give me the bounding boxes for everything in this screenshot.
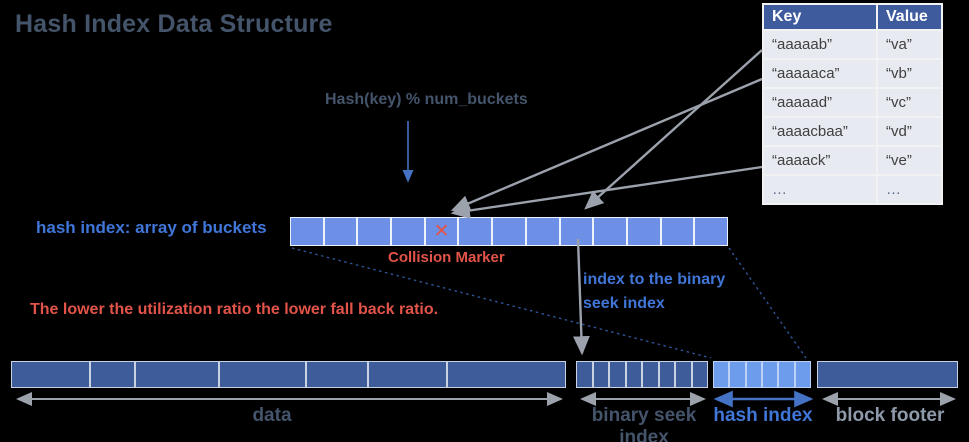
cell <box>11 361 90 388</box>
table-header: Key <box>762 3 878 31</box>
table-cell: “vb” <box>876 58 943 89</box>
index-note: index to the binary seek index <box>583 268 725 316</box>
key-aaaack-arrow <box>450 165 763 219</box>
hash-function-label: Hash(key) % num_buckets <box>325 91 528 108</box>
cell <box>357 217 392 246</box>
table-header: Value <box>876 3 943 31</box>
collision-marker-label: Collision Marker <box>388 249 505 266</box>
table-row: “aaaack” “ve” <box>762 145 943 176</box>
table-cell: “vd” <box>876 116 943 147</box>
cell <box>713 361 730 388</box>
cell <box>306 361 368 388</box>
cell <box>447 361 566 388</box>
cell <box>625 361 642 388</box>
cell <box>817 361 958 388</box>
cell <box>691 361 708 388</box>
table-cell: “ve” <box>876 145 943 176</box>
data-block <box>11 361 566 388</box>
cell <box>368 361 447 388</box>
table-row: …… <box>762 174 943 205</box>
table-cell: “aaaaad” <box>762 87 878 118</box>
cell <box>675 361 692 388</box>
table-cell: “aaaack” <box>762 145 878 176</box>
cell <box>660 217 695 246</box>
table-cell: “aaaaab” <box>762 29 878 60</box>
block-footer-block <box>817 361 958 388</box>
table-cell: … <box>762 174 878 205</box>
cell <box>90 361 135 388</box>
cell <box>458 217 493 246</box>
cell <box>219 361 306 388</box>
cell <box>492 217 526 246</box>
utilization-note: The lower the utilization ratio the lowe… <box>30 301 439 318</box>
cell <box>559 217 594 246</box>
cell <box>290 217 324 246</box>
cell <box>391 217 425 246</box>
bucket-array: ✕ <box>290 217 728 246</box>
table-cell: “aaaacbaa” <box>762 116 878 147</box>
cell <box>323 217 358 246</box>
cell <box>745 361 762 388</box>
cell <box>658 361 675 388</box>
cell <box>729 361 746 388</box>
cell <box>525 217 560 246</box>
hash-index-label: hash index <box>713 405 813 426</box>
cell <box>761 361 779 388</box>
cell <box>778 361 795 388</box>
table-cell: “aaaaaca” <box>762 58 878 89</box>
cell <box>592 361 609 388</box>
table-row: “aaaaaca” “vb” <box>762 58 943 89</box>
block-footer-label: block footer <box>835 405 945 426</box>
index-note-line1: index to the binary <box>583 271 726 288</box>
cell <box>642 361 659 388</box>
key-value-table: Key Value “aaaaab” “va” “aaaaaca” “vb” “aaaaad… <box>762 3 943 205</box>
table-row: “aaaaab” “va” <box>762 29 943 60</box>
binary-seek-index-label: binary seek index <box>591 405 697 442</box>
cell <box>794 361 811 388</box>
bucket-to-seek-index-arrow <box>573 238 590 356</box>
cell <box>694 217 728 246</box>
cell <box>626 217 661 246</box>
table-cell: “va” <box>876 29 943 60</box>
hash-index-block <box>713 361 811 388</box>
collision-marker-icon: ✕ <box>424 217 459 246</box>
cell <box>135 361 219 388</box>
data-block-label: data <box>252 405 292 426</box>
table-row: “aaaaad” “vc” <box>762 87 943 118</box>
cell <box>593 217 627 246</box>
bucket-array-label: hash index: array of buckets <box>36 218 267 237</box>
binary-seek-index-block <box>576 361 708 388</box>
key-aaaaab-arrow <box>584 49 763 210</box>
table-cell: “vc” <box>876 87 943 118</box>
table-row: “aaaacbaa” “vd” <box>762 116 943 147</box>
page-title: Hash Index Data Structure <box>15 10 333 38</box>
zoom-guide-right-dotted-line <box>728 247 807 359</box>
cell <box>576 361 593 388</box>
index-note-line2: seek index <box>583 295 665 312</box>
table-cell: … <box>876 174 943 205</box>
cell <box>609 361 626 388</box>
